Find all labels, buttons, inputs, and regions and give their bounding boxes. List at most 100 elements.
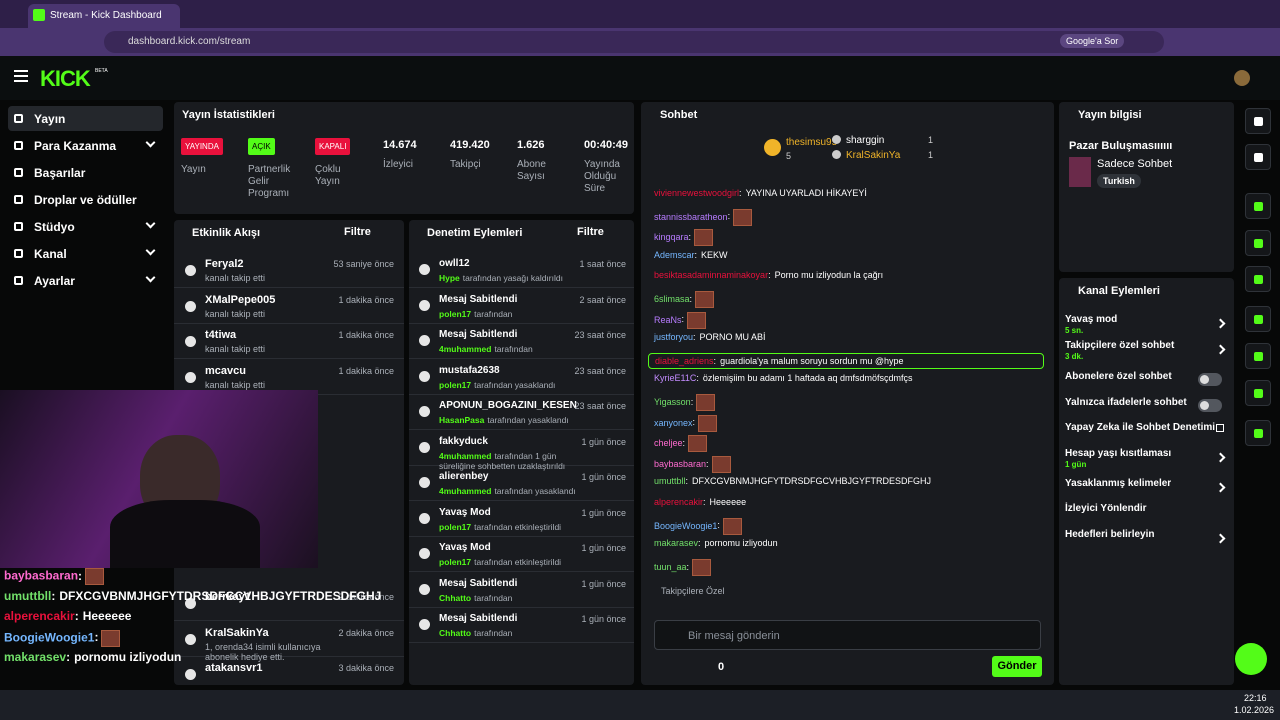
channel-action[interactable]: Yalnızca ifadelerle sohbet bbox=[1059, 395, 1234, 419]
chat-user[interactable]: besiktasadaminnaminakoyar bbox=[654, 270, 771, 280]
chat-user[interactable]: umuttbll bbox=[654, 476, 688, 486]
chat-user[interactable]: BoogieWoogie1 bbox=[654, 520, 720, 530]
user-name[interactable]: mcavcu bbox=[205, 364, 246, 377]
chat-user[interactable]: tuun_aa bbox=[654, 562, 689, 572]
help-button[interactable] bbox=[1235, 643, 1267, 675]
rail-button[interactable] bbox=[1245, 420, 1271, 446]
chat-user[interactable]: justforyou bbox=[654, 332, 696, 342]
chat-user[interactable]: Ademscar bbox=[654, 250, 697, 260]
title[interactable]: Mesaj Sabitlendi bbox=[439, 613, 518, 624]
time: 1 gün önce bbox=[581, 507, 626, 518]
emote bbox=[692, 558, 712, 576]
chat-user[interactable]: umuttbll bbox=[4, 589, 55, 603]
title[interactable]: Mesaj Sabitlendi bbox=[439, 577, 518, 589]
rail-button[interactable] bbox=[1245, 108, 1271, 134]
avatar[interactable] bbox=[1234, 70, 1250, 86]
channel-action[interactable]: Yapay Zeka ile Sohbet Denetimi bbox=[1059, 420, 1234, 444]
chat-text: Heeeeee bbox=[709, 497, 747, 507]
rail-button[interactable] bbox=[1245, 144, 1271, 170]
rail-icon bbox=[1254, 239, 1263, 248]
chat-user[interactable]: diable_adriens bbox=[655, 356, 716, 366]
user-name[interactable]: KralSakinYa bbox=[205, 626, 269, 639]
nav-label: Yayın bbox=[34, 112, 66, 126]
chat-user[interactable]: baybasbaran bbox=[654, 459, 709, 469]
chat-user[interactable]: kingqara bbox=[654, 232, 691, 242]
nav-item[interactable]: Droplar ve ödüller bbox=[8, 187, 163, 212]
chat-user[interactable]: 6slimasa bbox=[654, 294, 692, 304]
address-bar[interactable]: dashboard.kick.com/stream Google'a Sor bbox=[104, 31, 1164, 53]
user-name[interactable]: t4tiwa bbox=[205, 329, 237, 341]
rail-button[interactable] bbox=[1245, 380, 1271, 406]
filter[interactable]: Filtre bbox=[577, 226, 604, 238]
rail-button[interactable] bbox=[1245, 230, 1271, 256]
chat-user[interactable]: ReaNs bbox=[654, 314, 684, 324]
time: 1 gün önce bbox=[581, 472, 626, 482]
filter[interactable]: Filtre bbox=[344, 226, 371, 238]
logo[interactable]: KICK bbox=[40, 66, 91, 91]
user-name[interactable]: berrkay1 bbox=[205, 591, 251, 603]
channel-action[interactable]: Yasaklanmış kelimeler bbox=[1059, 476, 1234, 500]
title[interactable]: fakkyduck bbox=[439, 435, 488, 447]
channel-action[interactable]: Yavaş mod 5 sn. bbox=[1059, 312, 1234, 336]
user-name[interactable]: atakansvr1 bbox=[205, 662, 263, 674]
emote bbox=[695, 291, 715, 308]
channel-action[interactable]: Hesap yaşı kısıtlaması 1 gün bbox=[1059, 446, 1234, 470]
search-button[interactable]: Google'a Sor bbox=[1060, 34, 1125, 48]
moderator: Chhatto bbox=[439, 628, 472, 638]
tag[interactable]: Turkish bbox=[1097, 174, 1141, 188]
nav-item[interactable]: Kanal bbox=[8, 241, 163, 266]
nav-item[interactable]: Stüdyo bbox=[8, 214, 163, 239]
chat-user[interactable]: alperencakir bbox=[654, 497, 706, 507]
moderator: polen17 bbox=[439, 557, 472, 567]
chat-message: justforyouPORNO MU ABİ bbox=[654, 332, 766, 342]
nav-item[interactable]: Yayın bbox=[8, 106, 163, 131]
category[interactable]: Sadece Sohbet bbox=[1097, 158, 1173, 170]
channel-action[interactable]: İzleyici Yönlendir bbox=[1059, 501, 1234, 525]
chat-input[interactable]: Bir mesaj gönderin bbox=[654, 620, 1041, 650]
rail-button[interactable] bbox=[1245, 306, 1271, 332]
chat-user[interactable]: stannissbaratheon bbox=[654, 211, 730, 221]
nav-item[interactable]: Para Kazanma bbox=[8, 133, 163, 158]
chat-user[interactable]: viviennewestwoodgirl bbox=[654, 188, 742, 198]
chat-text: DFXCGVBNMJHGFYTDRSDFGCVHBJGYFTRDESDFGHJ bbox=[692, 476, 932, 487]
title[interactable]: mustafa2638 bbox=[439, 364, 500, 376]
chat-user[interactable]: xanyonex bbox=[654, 417, 695, 427]
title[interactable]: Yavaş Mod bbox=[439, 542, 491, 553]
rail-icon bbox=[1254, 117, 1263, 126]
send-button[interactable]: Gönder bbox=[992, 656, 1042, 677]
title[interactable]: APONUN_BOGAZINI_KESEN bbox=[439, 400, 577, 411]
user-name[interactable]: Feryal2 bbox=[205, 258, 244, 270]
title[interactable]: Mesaj Sabitlendi bbox=[439, 293, 518, 305]
stat-value: 00:40:49 bbox=[584, 139, 629, 151]
action: tarafından yasaklandı bbox=[487, 415, 569, 425]
chat-user[interactable]: alperencakir bbox=[4, 609, 79, 623]
title[interactable]: Mesaj Sabitlendi bbox=[439, 329, 518, 340]
nav-item[interactable]: Ayarlar bbox=[8, 268, 163, 293]
toggle[interactable] bbox=[1198, 398, 1222, 412]
nav-item[interactable]: Başarılar bbox=[8, 160, 163, 185]
chat-user[interactable]: cheljee bbox=[654, 438, 685, 448]
channel-action[interactable]: Abonelere özel sohbet bbox=[1059, 369, 1234, 393]
emote bbox=[688, 435, 708, 453]
channel-action[interactable]: Takipçilere özel sohbet 3 dk. bbox=[1059, 338, 1234, 362]
rail-button[interactable] bbox=[1245, 343, 1271, 369]
heart-icon bbox=[185, 598, 196, 609]
title[interactable]: Yavaş Mod bbox=[439, 506, 491, 518]
toggle[interactable] bbox=[1198, 373, 1222, 387]
rail-button[interactable] bbox=[1245, 193, 1271, 219]
tab[interactable]: Stream - Kick Dashboard bbox=[28, 4, 180, 28]
chat-user[interactable]: makarasev bbox=[4, 650, 70, 664]
chat-user[interactable]: Yigasson bbox=[654, 397, 693, 407]
chat-user[interactable]: makarasev bbox=[654, 538, 701, 548]
chat-user[interactable]: baybasbaran bbox=[4, 569, 82, 583]
title[interactable]: alierenbey bbox=[439, 471, 489, 482]
rail-button[interactable] bbox=[1245, 266, 1271, 292]
channel-action[interactable]: Hedefleri belirleyin bbox=[1059, 527, 1234, 551]
time: 1 saat önce bbox=[579, 259, 626, 269]
chat-user[interactable]: KyrieE11C bbox=[654, 373, 699, 383]
url: dashboard.kick.com/stream bbox=[128, 36, 251, 47]
action-icon bbox=[419, 548, 430, 559]
chat-user[interactable]: BoogieWoogie1 bbox=[4, 630, 98, 644]
title[interactable]: owll12 bbox=[439, 258, 470, 269]
user-name[interactable]: XMalPepe005 bbox=[205, 293, 276, 306]
